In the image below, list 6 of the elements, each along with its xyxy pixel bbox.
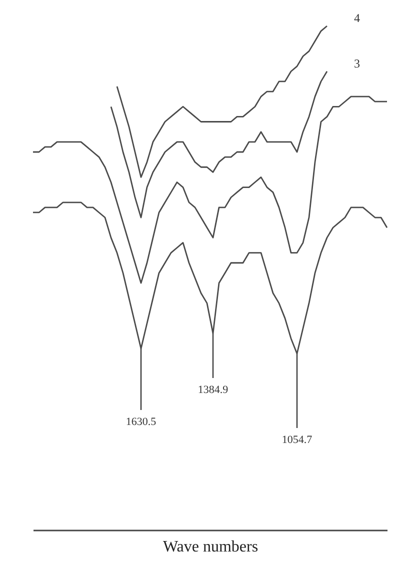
annotation: 1384.9 — [198, 384, 229, 396]
text: 3 — [354, 56, 360, 70]
annotation: 1630.5 — [126, 416, 157, 428]
annotation: 1054.7 — [282, 434, 313, 446]
x-axis-title: Wave numbers — [162, 538, 258, 556]
text: 4 — [354, 11, 360, 25]
